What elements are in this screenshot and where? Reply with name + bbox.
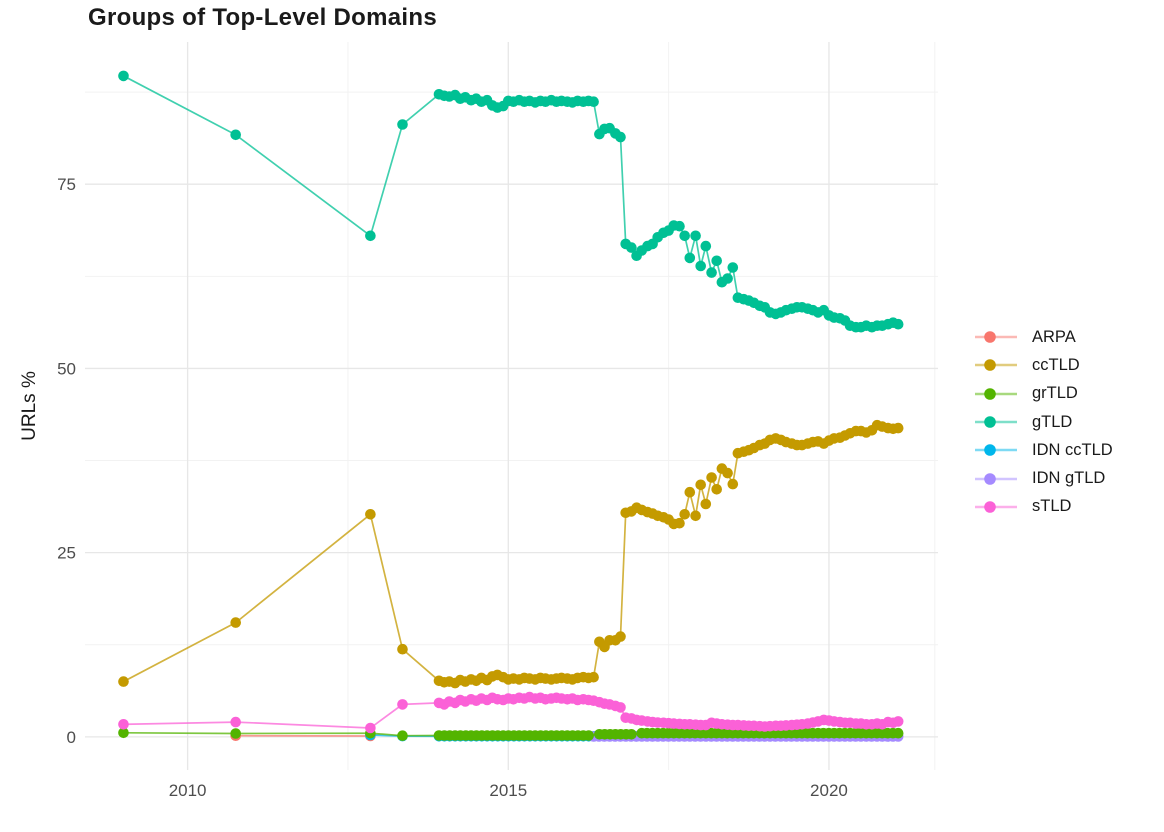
- data-point: [118, 71, 129, 82]
- legend-key-icon: [973, 499, 1019, 515]
- data-point: [893, 716, 904, 727]
- x-tick-label: 2010: [169, 781, 207, 800]
- y-tick-label: 75: [57, 175, 76, 194]
- series-arpa: [230, 730, 375, 741]
- data-point: [674, 221, 685, 232]
- legend-key-dot: [984, 331, 996, 343]
- data-point: [690, 511, 701, 522]
- data-point: [893, 319, 904, 330]
- legend-key-dot: [984, 473, 996, 485]
- data-point: [728, 262, 739, 273]
- data-point: [706, 267, 717, 278]
- data-point: [365, 231, 376, 242]
- legend-key-icon: [973, 329, 1019, 345]
- legend-item-grtld: grTLD: [973, 380, 1113, 408]
- data-point: [685, 487, 696, 498]
- series-gtld: [118, 71, 903, 333]
- data-point: [365, 509, 376, 520]
- legend-label: grTLD: [1032, 384, 1078, 403]
- legend-item-idn-cctld: IDN ccTLD: [973, 436, 1113, 464]
- y-tick-label: 50: [57, 359, 76, 378]
- data-point: [118, 719, 129, 730]
- data-point: [615, 702, 626, 713]
- legend-key-dot: [984, 501, 996, 513]
- data-point: [118, 676, 129, 687]
- data-point: [701, 241, 712, 252]
- legend-key-icon: [973, 414, 1019, 430]
- legend-key-icon: [973, 442, 1019, 458]
- data-point: [626, 729, 637, 740]
- x-tick-label: 2015: [489, 781, 527, 800]
- data-point: [615, 132, 626, 143]
- data-point: [722, 468, 733, 479]
- data-point: [679, 231, 690, 242]
- legend-label: IDN ccTLD: [1032, 441, 1113, 460]
- data-point: [615, 631, 626, 642]
- data-point: [690, 231, 701, 242]
- data-point: [397, 699, 408, 710]
- data-point: [588, 672, 599, 683]
- data-point: [685, 253, 696, 264]
- data-point: [397, 119, 408, 130]
- data-point: [706, 472, 717, 483]
- x-tick-label: 2020: [810, 781, 848, 800]
- legend-key-dot: [984, 416, 996, 428]
- data-point: [674, 518, 685, 529]
- y-axis-title: URLs %: [19, 371, 41, 441]
- data-point: [230, 617, 241, 628]
- y-tick-label: 0: [67, 728, 76, 747]
- legend-label: gTLD: [1032, 413, 1072, 432]
- chart-title: Groups of Top-Level Domains: [88, 4, 437, 32]
- legend-item-cctld: ccTLD: [973, 351, 1113, 379]
- data-point: [679, 509, 690, 520]
- legend-label: sTLD: [1032, 497, 1071, 516]
- data-point: [701, 499, 712, 510]
- legend-label: ARPA: [1032, 328, 1076, 347]
- gridlines: [85, 42, 938, 770]
- legend-label: IDN gTLD: [1032, 469, 1105, 488]
- data-point: [230, 728, 241, 739]
- data-point: [695, 480, 706, 491]
- legend-key-icon: [973, 471, 1019, 487]
- data-point: [365, 723, 376, 734]
- data-point: [230, 130, 241, 141]
- data-point: [230, 717, 241, 728]
- legend-item-gtld: gTLD: [973, 408, 1113, 436]
- series-layer: [118, 71, 903, 742]
- series-stld: [118, 692, 903, 734]
- legend-label: ccTLD: [1032, 356, 1080, 375]
- legend-item-idn-gtld: IDN gTLD: [973, 464, 1113, 492]
- legend-key-dot: [984, 445, 996, 457]
- data-point: [711, 484, 722, 495]
- data-point: [722, 273, 733, 284]
- data-point: [397, 730, 408, 741]
- data-point: [588, 96, 599, 107]
- data-point: [728, 479, 739, 490]
- data-point: [893, 423, 904, 434]
- y-tick-label: 25: [57, 544, 76, 563]
- data-point: [695, 261, 706, 272]
- data-point: [893, 728, 904, 739]
- legend-key-icon: [973, 357, 1019, 373]
- data-point: [711, 255, 722, 266]
- legend-key-dot: [984, 388, 996, 400]
- legend: ARPA ccTLD grTLD gTLD IDN ccTLD IDN gTLD sTLD: [973, 323, 1113, 521]
- legend-item-stld: sTLD: [973, 493, 1113, 521]
- legend-key-dot: [984, 360, 996, 372]
- series-line: [124, 76, 899, 327]
- data-point: [397, 644, 408, 655]
- legend-key-icon: [973, 386, 1019, 402]
- legend-item-arpa: ARPA: [973, 323, 1113, 351]
- data-point: [583, 730, 594, 741]
